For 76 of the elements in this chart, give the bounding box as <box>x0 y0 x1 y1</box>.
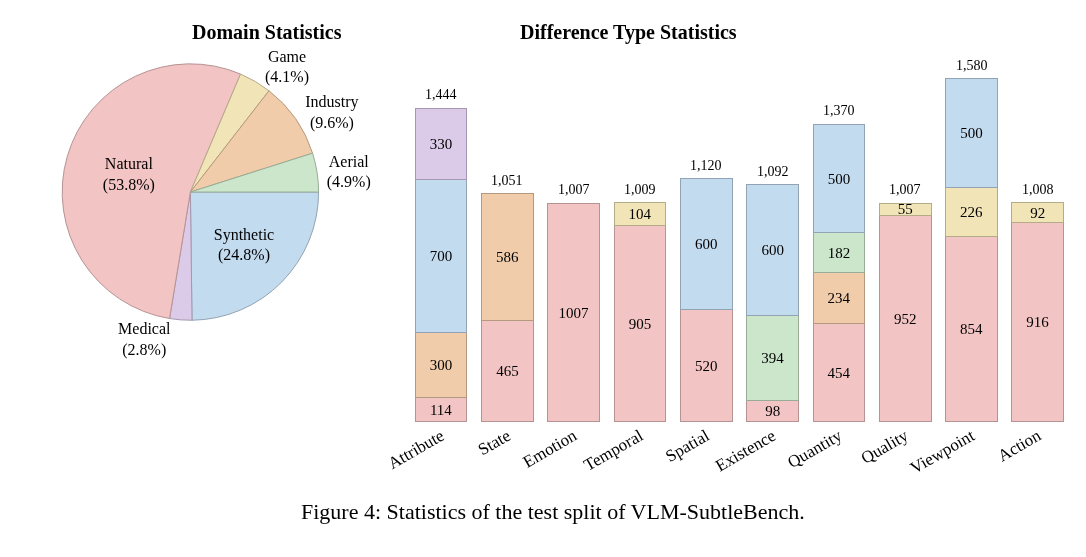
data-label: 226 <box>960 203 984 220</box>
slice-label: Aerial <box>328 152 370 170</box>
slice-label: Synthetic <box>213 225 275 244</box>
bar <box>414 107 468 181</box>
data-label: 300 <box>429 356 453 373</box>
total-label: 1,009 <box>624 182 656 197</box>
bar <box>679 308 733 422</box>
bar <box>547 202 601 422</box>
total-label: 1,008 <box>1022 182 1054 197</box>
total-label: 1,444 <box>425 87 457 102</box>
data-label: 104 <box>628 206 652 223</box>
data-label: (4.9%) <box>326 173 371 192</box>
bar <box>414 179 468 333</box>
bar <box>945 186 998 237</box>
slice-label: Medical <box>118 319 172 337</box>
data-label: (9.6%) <box>309 113 354 132</box>
total-label: 1,370 <box>823 103 855 118</box>
chart-title: Difference Type Statistics <box>520 21 737 44</box>
slice-label: Game <box>267 47 307 65</box>
bar <box>746 314 799 402</box>
total-label: 1,092 <box>757 164 789 179</box>
bar <box>746 184 799 316</box>
data-label: 520 <box>695 357 718 374</box>
data-label: 700 <box>429 248 453 264</box>
slice-label: Industry <box>305 92 359 111</box>
bar <box>613 202 667 226</box>
data-label: (24.8%) <box>217 246 270 265</box>
data-label: 98 <box>765 403 781 420</box>
chart-title: Domain Statistics <box>192 21 342 43</box>
total-label: 1,580 <box>956 58 988 73</box>
bar <box>812 322 866 422</box>
bar <box>414 331 468 398</box>
data-label: 600 <box>761 241 784 258</box>
bar <box>613 224 667 422</box>
caption: Figure 4: Statistics of the test split of VLM-SubtleBench. <box>301 499 805 524</box>
data-label: 114 <box>429 401 453 418</box>
bar <box>679 178 733 310</box>
data-label: 854 <box>960 321 984 338</box>
data-label: (2.8%) <box>122 340 167 359</box>
data-label: 465 <box>496 363 519 380</box>
data-label: 394 <box>761 349 785 366</box>
total-label: 1,007 <box>558 182 590 197</box>
bar <box>1011 202 1065 224</box>
pie-slice <box>189 152 320 193</box>
data-label: 586 <box>495 249 519 266</box>
slice-label: Natural <box>104 154 154 172</box>
bar <box>878 202 932 216</box>
data-label: 952 <box>893 310 917 327</box>
data-label: 1007 <box>558 304 589 321</box>
data-label: 600 <box>695 235 718 252</box>
x-tick-label: State <box>474 425 514 460</box>
data-label: 182 <box>827 244 851 261</box>
data-label: 454 <box>827 364 851 381</box>
pie-slice <box>189 191 320 321</box>
bar <box>945 235 998 422</box>
data-label: 916 <box>1026 314 1050 331</box>
data-label: 500 <box>827 170 851 187</box>
total-label: 1,051 <box>491 173 523 188</box>
bar <box>812 272 866 324</box>
total-label: 1,007 <box>889 182 921 197</box>
bar <box>481 320 534 422</box>
data-label: 55 <box>897 201 913 218</box>
bar <box>945 78 998 188</box>
data-label: (4.1%) <box>265 68 309 87</box>
bar <box>878 214 932 422</box>
bar <box>812 123 866 234</box>
data-label: 330 <box>429 136 453 153</box>
data-label: 234 <box>827 289 851 306</box>
bar <box>1011 222 1065 422</box>
data-label: 500 <box>960 125 983 142</box>
data-label: (53.8%) <box>102 175 155 194</box>
data-label: 905 <box>628 315 652 332</box>
total-label: 1,120 <box>690 158 722 173</box>
bar <box>812 232 866 274</box>
bar <box>481 193 534 322</box>
data-label: 92 <box>1030 204 1046 221</box>
